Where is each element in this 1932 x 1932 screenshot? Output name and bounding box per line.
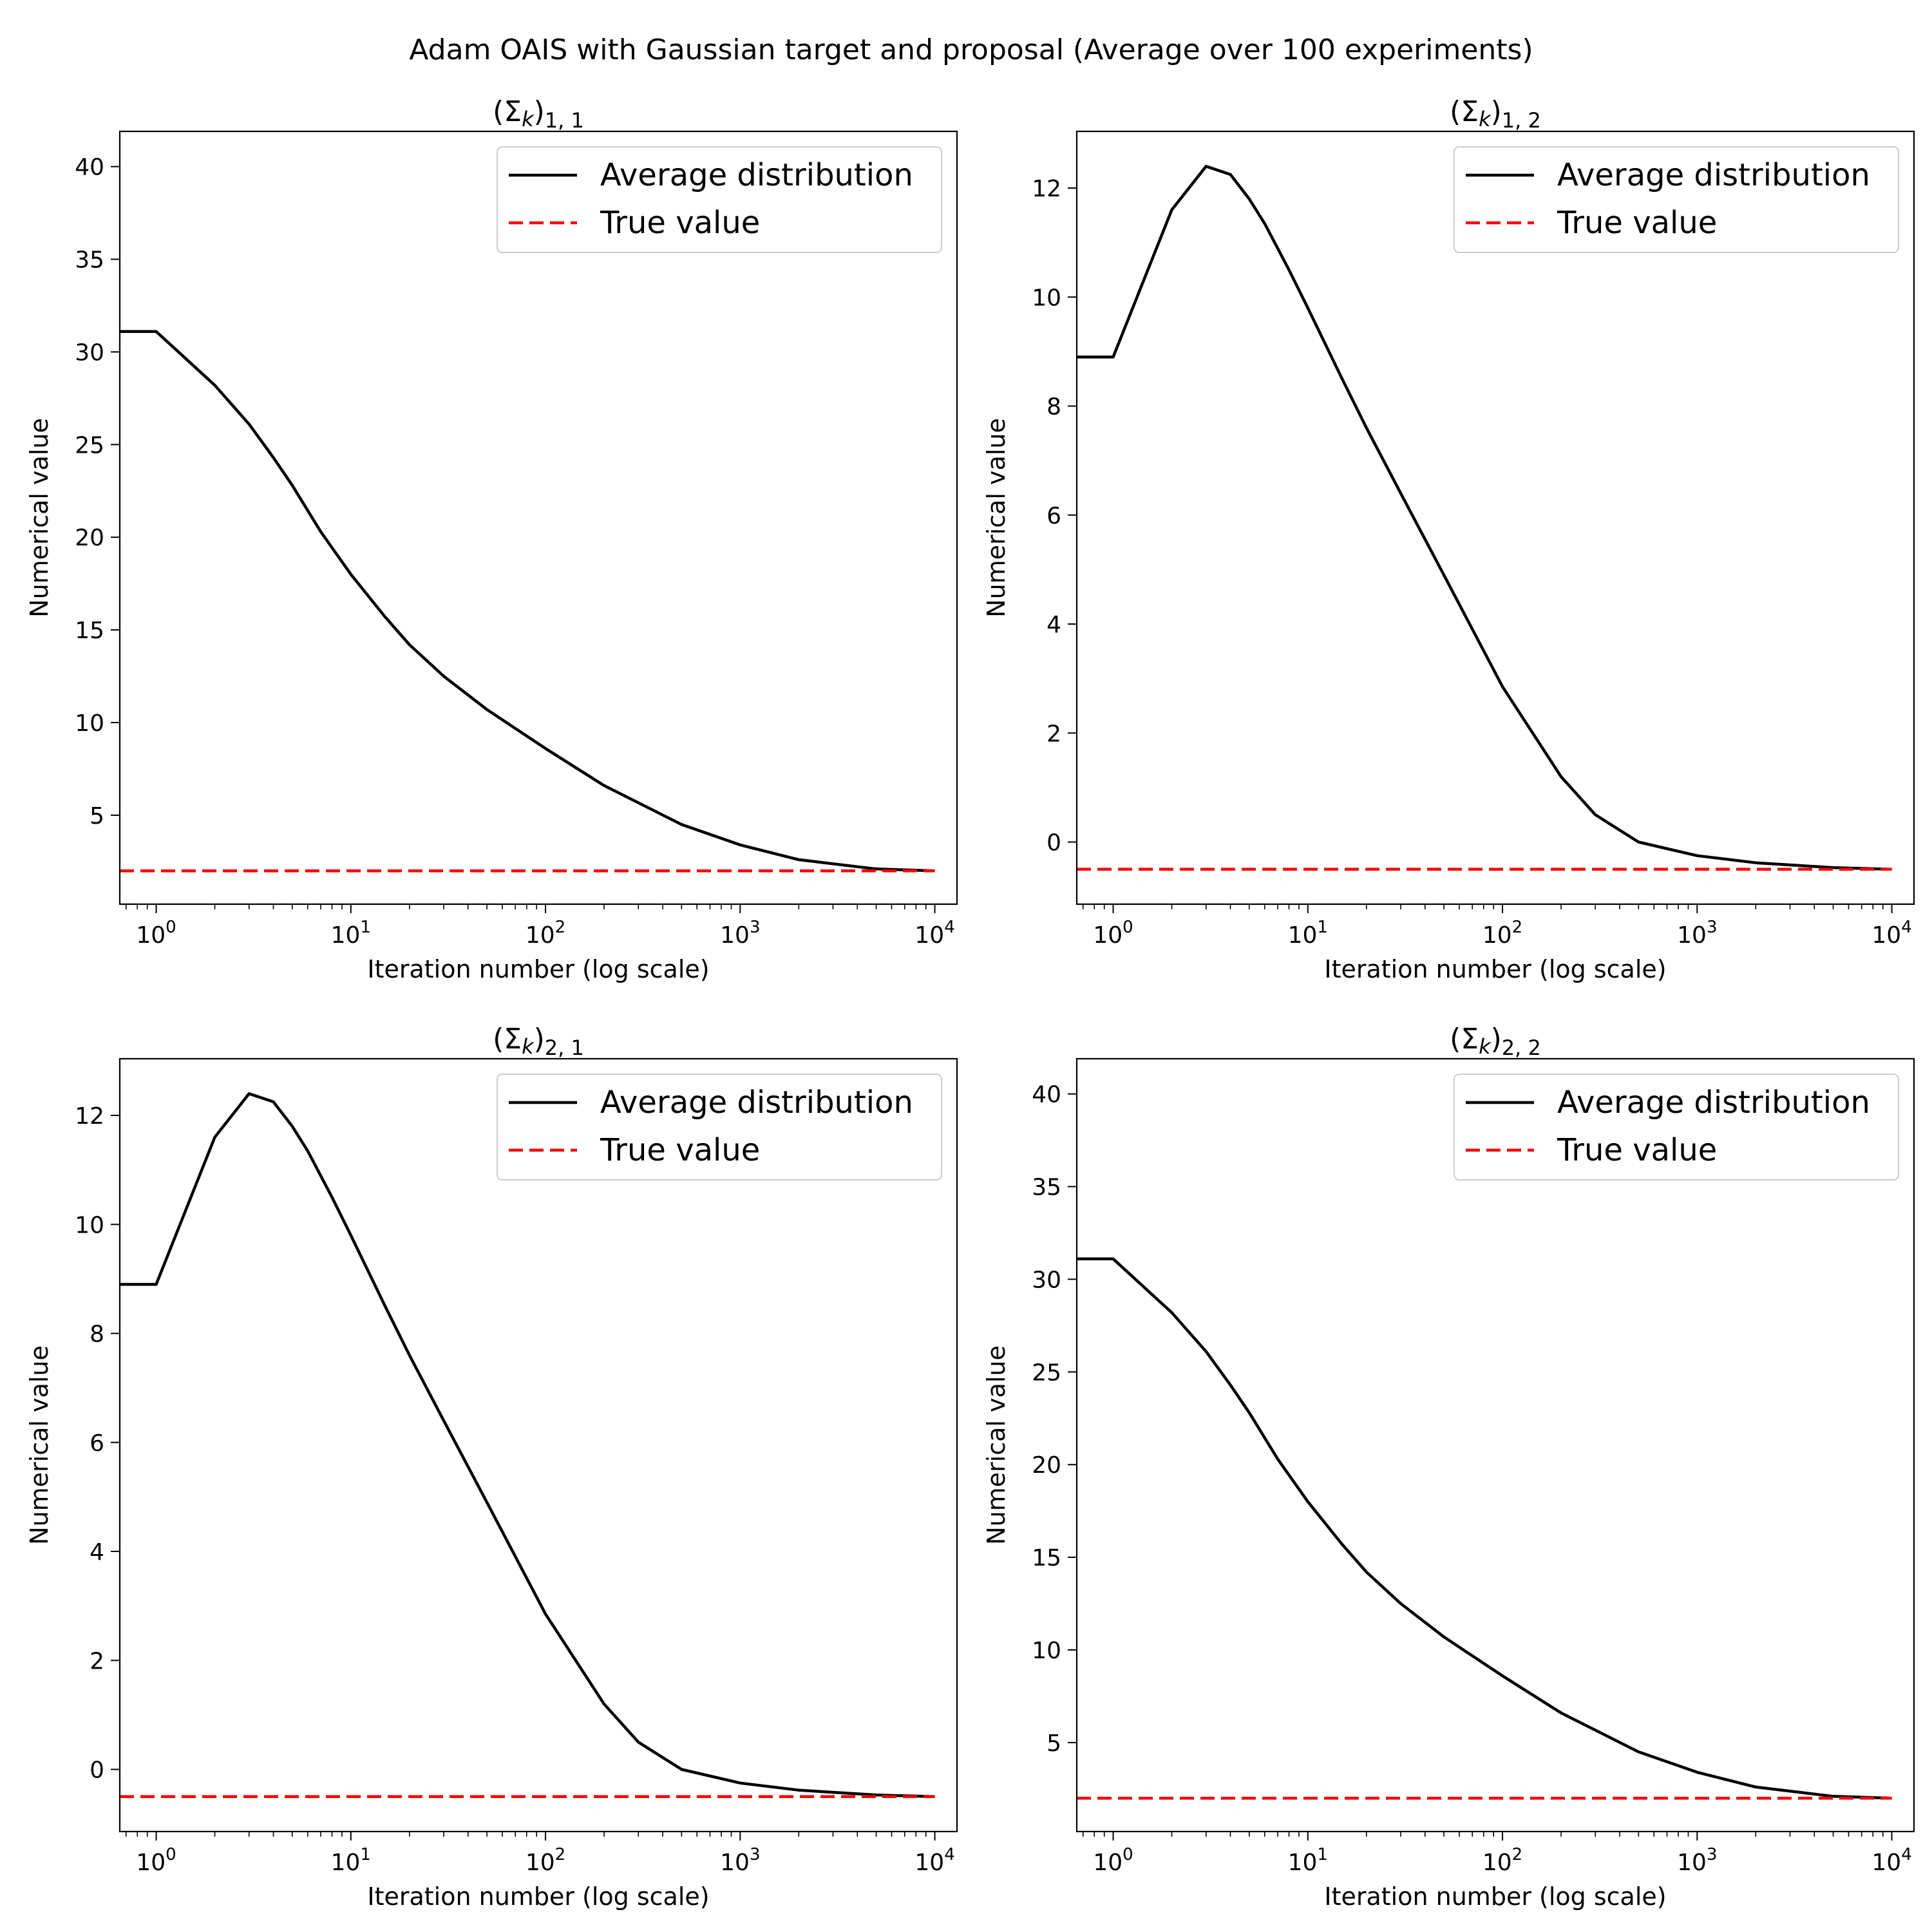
x-tick-label: 104: [914, 918, 954, 949]
x-tick-label: 104: [1871, 1845, 1911, 1876]
legend-entry-label: Average distribution: [1557, 1084, 1870, 1121]
y-tick-label: 8: [1046, 394, 1061, 421]
average-distribution-line: [1077, 164, 1892, 871]
x-tick-label: 100: [1093, 1845, 1133, 1876]
y-tick-label: 4: [90, 1539, 104, 1566]
y-tick-label: 2: [1046, 721, 1061, 747]
y-tick-label: 25: [75, 432, 104, 459]
figure-suptitle: Adam OAIS with Gaussian target and propo…: [409, 33, 1533, 66]
x-tick-label: 102: [1482, 918, 1522, 949]
x-tick-label: 101: [331, 1845, 371, 1876]
x-tick-label: 103: [720, 1845, 760, 1876]
y-tick-label: 12: [1032, 176, 1061, 202]
y-tick-label: 15: [1032, 1545, 1061, 1571]
x-tick-label: 102: [526, 1845, 565, 1876]
x-tick-label: 100: [1093, 918, 1133, 949]
subplot-2: (Σk)1, 2 100 101 102 103 104 0 2 4 6 8 10 12 Iteratio…: [982, 95, 1915, 983]
y-tick-label: 5: [90, 803, 104, 829]
y-axis-label: Numerical value: [982, 1345, 1010, 1545]
y-tick-label: 35: [75, 247, 104, 274]
x-tick-label: 104: [914, 1845, 954, 1876]
x-tick-label: 101: [1288, 918, 1328, 949]
x-axis-label: Iteration number (log scale): [1324, 1882, 1666, 1911]
legend: Average distribution True value: [1454, 146, 1899, 253]
y-tick-label: 10: [75, 710, 104, 737]
y-tick-label: 12: [75, 1103, 104, 1130]
legend-entry-label: Average distribution: [1557, 157, 1870, 193]
y-tick-label: 30: [75, 339, 104, 366]
x-tick-label: 101: [1288, 1845, 1328, 1876]
legend: Average distribution True value: [497, 1074, 942, 1180]
axes-frame: [1075, 130, 1915, 905]
y-tick-label: 20: [1032, 1452, 1061, 1479]
y-tick-label: 8: [90, 1321, 104, 1348]
y-axis-label: Numerical value: [982, 418, 1010, 618]
x-tick-label: 102: [526, 918, 565, 949]
average-distribution-line: [1077, 1257, 1892, 1800]
y-tick-label: 40: [1032, 1082, 1061, 1108]
y-tick-label: 15: [75, 618, 104, 644]
y-tick-label: 25: [1032, 1359, 1061, 1386]
y-tick-label: 6: [90, 1430, 104, 1457]
legend-entry-label: True value: [1557, 1132, 1717, 1168]
legend-entry-label: Average distribution: [600, 157, 913, 193]
subplot-3: (Σk)2, 1 100 101 102 103 104 0 2 4 6 8 10 12 Iteratio…: [25, 1023, 958, 1911]
x-tick-label: 103: [720, 918, 760, 949]
subplot-title: (Σk)1, 1: [493, 95, 584, 133]
y-tick-label: 0: [1046, 830, 1061, 857]
average-distribution-line: [120, 330, 935, 873]
x-tick-label: 103: [1677, 1845, 1717, 1876]
subplot-4: (Σk)2, 2 100 101 102 103 104 5 10 15 20 25 30 35 40 It…: [982, 1023, 1915, 1911]
y-tick-label: 0: [90, 1757, 104, 1784]
legend-entry-label: True value: [600, 1132, 760, 1168]
y-tick-label: 6: [1046, 503, 1061, 529]
y-tick-label: 40: [75, 155, 104, 181]
subplot-title: (Σk)1, 2: [1450, 95, 1541, 133]
legend-box: [497, 146, 942, 253]
y-tick-label: 4: [1046, 612, 1061, 638]
y-axis-label: Numerical value: [25, 1345, 53, 1545]
legend-entry-label: Average distribution: [600, 1084, 913, 1121]
legend-entry-label: True value: [600, 205, 760, 241]
x-tick-label: 101: [331, 918, 371, 949]
x-axis-label: Iteration number (log scale): [367, 955, 709, 983]
legend: Average distribution True value: [1454, 1074, 1899, 1180]
y-tick-label: 30: [1032, 1267, 1061, 1293]
y-tick-label: 10: [1032, 285, 1061, 311]
x-axis-label: Iteration number (log scale): [367, 1882, 709, 1911]
axes-frame: [118, 130, 958, 905]
y-tick-label: 10: [1032, 1638, 1061, 1664]
legend-box: [1454, 1074, 1899, 1180]
x-tick-label: 104: [1871, 918, 1911, 949]
average-distribution-line: [120, 1092, 935, 1799]
y-tick-label: 2: [90, 1648, 104, 1674]
axes-frame: [1075, 1057, 1915, 1833]
x-tick-label: 100: [136, 1845, 176, 1876]
legend: Average distribution True value: [497, 146, 942, 253]
x-axis-label: Iteration number (log scale): [1324, 955, 1666, 983]
legend-box: [1454, 146, 1899, 253]
subplot-title: (Σk)2, 1: [493, 1023, 584, 1060]
subplot-title: (Σk)2, 2: [1450, 1023, 1541, 1060]
y-axis-label: Numerical value: [25, 418, 53, 618]
axes-frame: [118, 1057, 958, 1833]
x-tick-label: 100: [136, 918, 176, 949]
y-tick-label: 20: [75, 525, 104, 551]
legend-entry-label: True value: [1557, 205, 1717, 241]
y-tick-label: 5: [1046, 1730, 1061, 1757]
y-tick-label: 35: [1032, 1175, 1061, 1201]
legend-box: [497, 1074, 942, 1180]
subplot-1: (Σk)1, 1 100 101 102 103 104 5 10 15 20 25 30 35 40 It…: [25, 95, 958, 983]
x-tick-label: 103: [1677, 918, 1717, 949]
x-tick-label: 102: [1482, 1845, 1522, 1876]
y-tick-label: 10: [75, 1212, 104, 1238]
